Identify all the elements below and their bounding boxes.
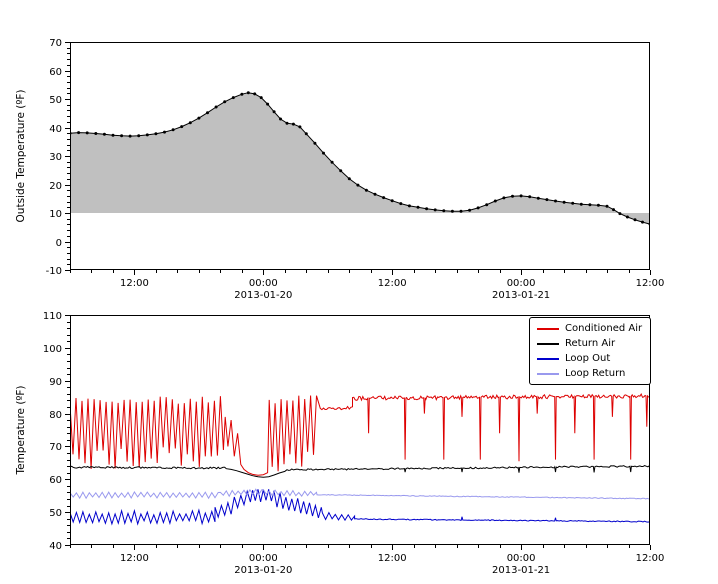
legend-line-sample-black	[537, 342, 559, 345]
svg-text:40: 40	[49, 541, 62, 552]
svg-text:2013-01-21: 2013-01-21	[492, 290, 550, 301]
legend-label: Return Air	[565, 338, 616, 349]
legend-item-return-air: Return Air	[537, 337, 642, 350]
svg-text:00:00: 00:00	[249, 278, 278, 289]
svg-text:00:00: 00:00	[507, 278, 536, 289]
svg-text:100: 100	[43, 344, 62, 355]
svg-text:-10: -10	[46, 266, 62, 277]
svg-text:12:00: 12:00	[636, 553, 665, 564]
svg-text:12:00: 12:00	[378, 553, 407, 564]
svg-text:30: 30	[49, 152, 62, 163]
svg-text:12:00: 12:00	[120, 553, 149, 564]
svg-text:40: 40	[49, 124, 62, 135]
legend-item-loop-return: Loop Return	[537, 367, 642, 380]
svg-text:70: 70	[49, 38, 62, 49]
legend-line-sample-lightblue	[537, 372, 559, 375]
svg-text:60: 60	[49, 67, 62, 78]
legend-label: Loop Return	[565, 368, 626, 379]
svg-text:80: 80	[49, 410, 62, 421]
legend-line-sample-blue	[537, 357, 559, 360]
svg-text:90: 90	[49, 377, 62, 388]
svg-text:2013-01-20: 2013-01-20	[234, 565, 292, 576]
legend-item-conditioned-air: Conditioned Air	[537, 322, 642, 335]
legend-item-loop-out: Loop Out	[537, 352, 642, 365]
legend-line-sample-red	[537, 327, 559, 330]
svg-text:00:00: 00:00	[249, 553, 278, 564]
svg-text:00:00: 00:00	[507, 553, 536, 564]
svg-text:Outside Temperature (ºF): Outside Temperature (ºF)	[15, 90, 27, 223]
chart-legend: Conditioned Air Return Air Loop Out Loop…	[529, 317, 652, 385]
svg-text:50: 50	[49, 508, 62, 519]
svg-text:12:00: 12:00	[378, 278, 407, 289]
svg-text:2013-01-21: 2013-01-21	[492, 565, 550, 576]
svg-text:70: 70	[49, 442, 62, 453]
legend-label: Loop Out	[565, 353, 611, 364]
svg-text:Temperature (ºF): Temperature (ºF)	[15, 385, 27, 475]
svg-text:12:00: 12:00	[636, 278, 665, 289]
svg-text:50: 50	[49, 95, 62, 106]
svg-text:110: 110	[43, 311, 62, 322]
legend-label: Conditioned Air	[565, 323, 643, 334]
svg-text:0: 0	[56, 238, 62, 249]
svg-text:10: 10	[49, 209, 62, 220]
svg-text:20: 20	[49, 181, 62, 192]
svg-text:2013-01-20: 2013-01-20	[234, 290, 292, 301]
svg-text:60: 60	[49, 475, 62, 486]
svg-text:12:00: 12:00	[120, 278, 149, 289]
